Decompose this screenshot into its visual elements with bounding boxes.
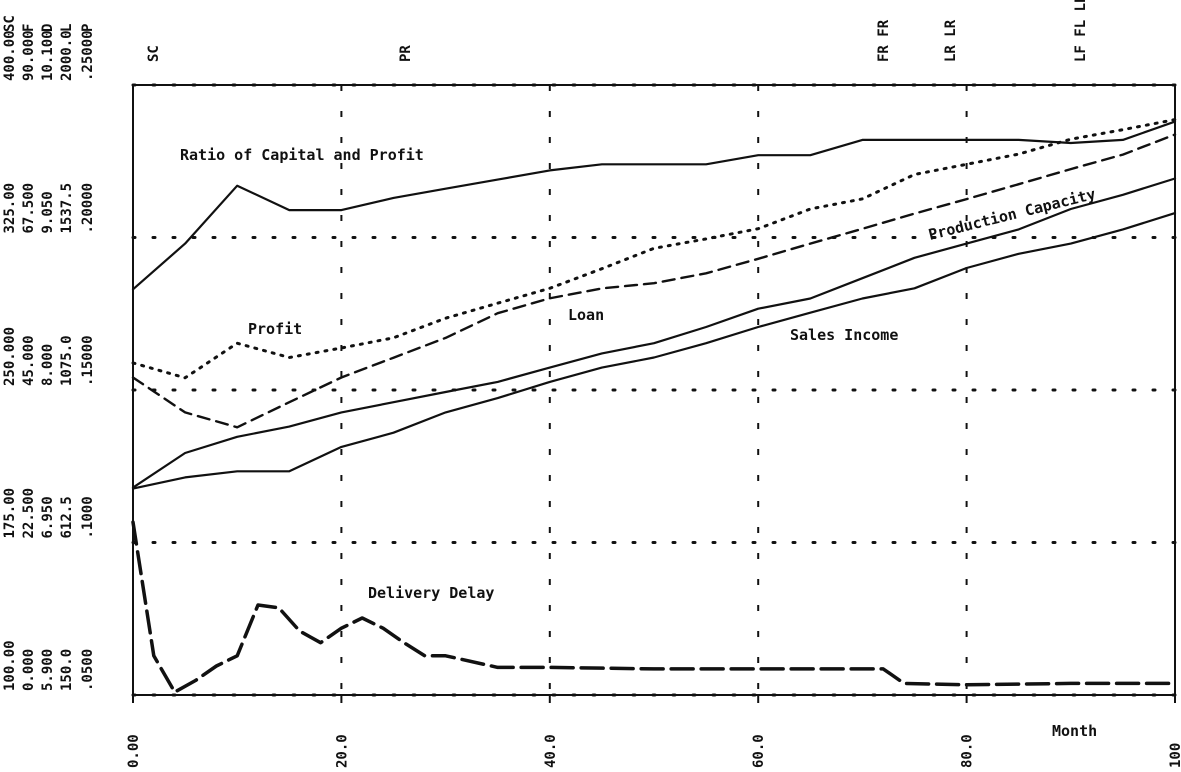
y-tick-label: 150.0	[59, 649, 75, 691]
y-tick-label: .15000	[80, 335, 96, 386]
y-tick-label: .25000	[80, 30, 96, 81]
y-tick-label: 22.500	[21, 488, 37, 539]
y-tick-label: 6.950	[40, 496, 56, 538]
x-tick-label: 40.0	[543, 734, 559, 768]
y-tick-label: .1000	[80, 496, 96, 538]
y-tick-label: 67.500	[21, 183, 37, 234]
y-tick-label: 100.00	[2, 640, 18, 691]
x-tick-label: 80.0	[960, 734, 976, 768]
x-tick-label: 0.00	[126, 734, 142, 768]
y-tick-label: 1537.5	[59, 183, 75, 234]
series-line	[131, 133, 1177, 429]
scale-name: F	[21, 24, 37, 32]
series-line	[131, 520, 1177, 694]
x-tick-label: 100	[1168, 743, 1181, 768]
series-line	[131, 177, 1177, 489]
series-line	[131, 118, 1177, 380]
y-tick-label: 0.000	[21, 649, 37, 691]
top-marker: LR LR	[943, 19, 959, 62]
scale-name: P	[80, 24, 96, 32]
series-label: Ratio of Capital and Profit	[180, 146, 424, 164]
y-tick-label: 175.00	[2, 488, 18, 539]
series-label: Loan	[568, 306, 604, 324]
scale-name: SC	[2, 15, 18, 32]
top-marker: LF FL LP LF LF,CF CP	[1073, 0, 1089, 62]
series-line	[131, 120, 1177, 291]
top-marker: SC	[146, 45, 162, 62]
y-tick-label: 10.100	[40, 30, 56, 81]
y-tick-label: 8.000	[40, 344, 56, 386]
y-tick-label: 400.00	[2, 30, 18, 81]
y-tick-label: 90.000	[21, 30, 37, 81]
series-label: Production Capacity	[927, 185, 1098, 244]
y-tick-label: .20000	[80, 183, 96, 234]
x-tick-label: 60.0	[751, 734, 767, 768]
top-marker: PR	[398, 45, 414, 62]
y-tick-label: 5.900	[40, 649, 56, 691]
series-line	[131, 212, 1177, 490]
series-label: Profit	[248, 320, 302, 338]
y-tick-label: .0500	[80, 649, 96, 691]
y-tick-label: 1075.0	[59, 335, 75, 386]
y-tick-label: 325.00	[2, 183, 18, 234]
y-tick-label: 2000.0	[59, 30, 75, 81]
scale-name: L	[59, 24, 75, 32]
y-tick-label: 45.000	[21, 335, 37, 386]
series-label: Delivery Delay	[368, 584, 494, 602]
y-tick-label: 9.050	[40, 191, 56, 233]
x-axis-label: Month	[1052, 722, 1097, 740]
y-tick-label: 612.5	[59, 496, 75, 538]
series-label: Sales Income	[790, 326, 898, 344]
top-marker: FR FR	[876, 19, 892, 62]
x-tick-label: 20.0	[334, 734, 350, 768]
y-tick-label: 250.000	[2, 327, 18, 386]
scale-name: D	[40, 24, 56, 32]
